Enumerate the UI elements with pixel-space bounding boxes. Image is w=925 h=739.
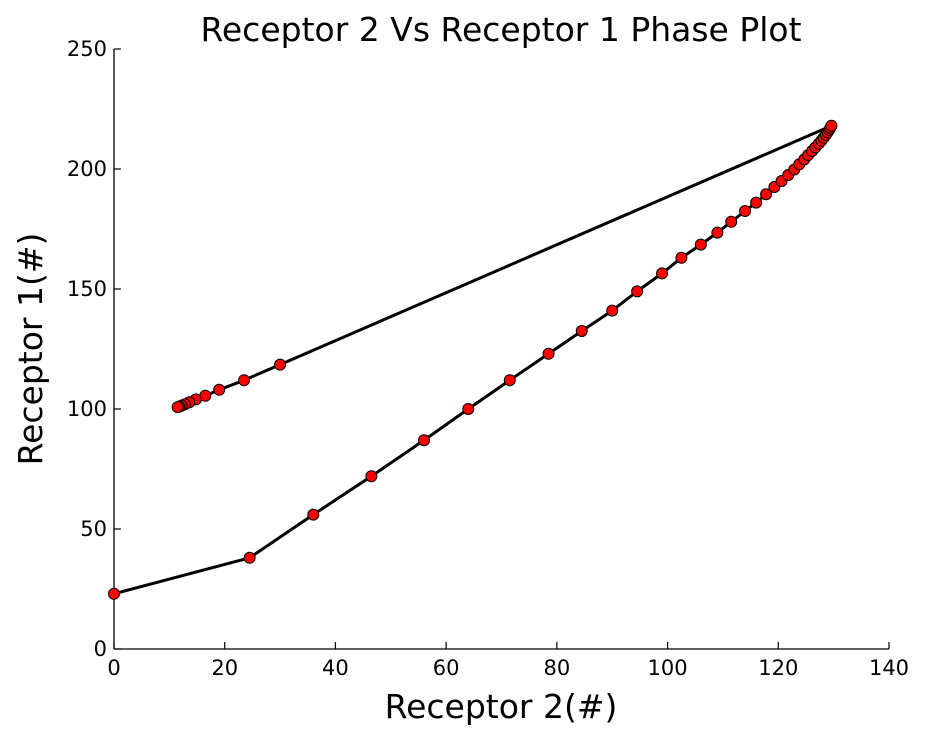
y-axis-ticks: 0 50 100 150 200 250: [67, 37, 121, 661]
data-point: [694, 238, 707, 251]
data-point: [238, 374, 251, 387]
x-tick-label: 40: [322, 656, 349, 680]
y-tick-label: 250: [67, 37, 107, 61]
data-point: [760, 188, 773, 201]
x-tick-label: 120: [758, 656, 798, 680]
data-point: [542, 347, 555, 360]
data-point: [307, 508, 320, 521]
y-tick-label: 100: [67, 397, 107, 421]
axes: [113, 49, 889, 650]
data-point: [575, 325, 588, 337]
y-tick-label: 200: [67, 157, 107, 181]
chart-title: Receptor 2 Vs Receptor 1 Phase Plot: [200, 10, 801, 49]
data-point: [606, 304, 619, 317]
data-point: [503, 374, 516, 387]
x-tick-label: 60: [433, 656, 460, 680]
x-tick-label: 80: [543, 656, 570, 680]
data-markers: [108, 119, 838, 600]
data-point: [171, 401, 184, 414]
y-tick-label: 150: [67, 277, 107, 301]
data-point: [418, 434, 430, 447]
x-tick-label: 100: [648, 656, 688, 680]
y-axis-label: Receptor 1(#): [11, 233, 50, 466]
x-tick-label: 140: [869, 656, 909, 680]
data-point: [108, 587, 120, 600]
data-point: [656, 267, 669, 280]
data-point: [462, 403, 475, 415]
data-point: [739, 205, 752, 217]
data-point: [725, 215, 738, 228]
y-tick-label: 50: [80, 517, 107, 541]
x-axis-ticks: 0 20 40 60 80 100 120 140: [107, 642, 909, 680]
x-axis-label: Receptor 2(#): [385, 687, 618, 726]
x-tick-label: 20: [211, 656, 238, 680]
data-point: [631, 285, 644, 298]
y-tick-label: 0: [94, 637, 107, 661]
series-line: [113, 124, 833, 596]
data-point: [274, 358, 287, 371]
data-point: [213, 383, 226, 396]
data-point: [711, 226, 724, 239]
data-point: [365, 470, 378, 483]
x-tick-label: 0: [107, 656, 120, 680]
data-point: [243, 551, 256, 564]
data-point: [825, 119, 838, 132]
data-point: [675, 251, 688, 264]
plot-area: [108, 119, 838, 600]
data-point: [750, 196, 763, 209]
